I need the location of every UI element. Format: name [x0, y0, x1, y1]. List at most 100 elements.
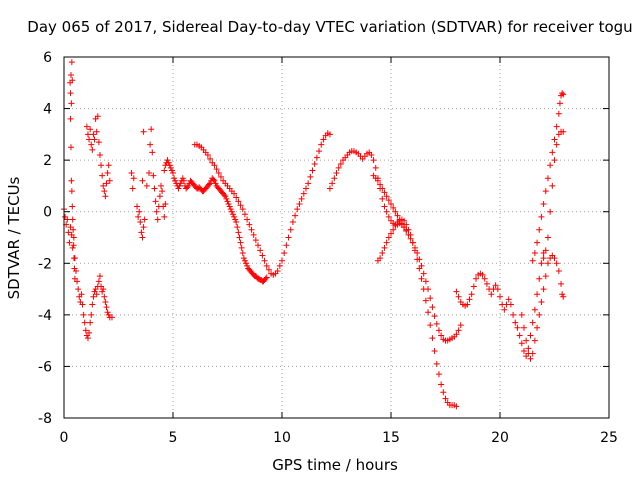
data-point — [372, 164, 379, 171]
data-point — [210, 176, 217, 183]
data-point — [69, 216, 76, 223]
data-point — [217, 173, 224, 180]
data-point — [553, 260, 560, 267]
data-point — [164, 157, 171, 164]
data-point — [66, 239, 73, 246]
data-point — [140, 224, 147, 231]
data-point — [433, 320, 440, 327]
y-tick-label: 2 — [43, 153, 52, 169]
data-point — [140, 128, 147, 135]
data-point — [542, 188, 549, 195]
data-point — [551, 157, 558, 164]
data-point — [70, 242, 77, 249]
data-point — [527, 332, 534, 339]
data-point — [438, 381, 445, 388]
data-point — [540, 200, 547, 207]
data-point — [510, 311, 517, 318]
data-point — [520, 324, 527, 331]
data-point — [152, 198, 159, 205]
data-point — [318, 141, 325, 148]
data-point — [392, 208, 399, 215]
data-point — [137, 219, 144, 226]
data-point — [534, 291, 541, 298]
data-point — [370, 157, 377, 164]
data-point — [390, 204, 397, 211]
data-point — [379, 249, 386, 256]
data-point — [466, 296, 473, 303]
data-point — [185, 182, 192, 189]
data-point — [418, 275, 425, 282]
data-point — [479, 271, 486, 278]
data-point — [244, 216, 251, 223]
data-point — [177, 180, 184, 187]
data-point — [520, 347, 527, 354]
data-point — [381, 189, 388, 196]
data-point — [470, 283, 477, 290]
data-point — [147, 141, 154, 148]
data-point — [262, 275, 269, 282]
data-point — [87, 126, 94, 133]
data-point — [170, 170, 176, 177]
data-point — [204, 151, 211, 158]
series-togu-k — [529, 90, 567, 264]
data-point — [90, 131, 97, 138]
data-point — [139, 177, 146, 184]
data-point — [103, 180, 110, 187]
data-point — [241, 257, 248, 264]
data-point — [320, 136, 327, 143]
data-point — [168, 167, 175, 174]
data-point — [84, 335, 91, 342]
data-point — [176, 182, 183, 189]
data-point — [88, 311, 95, 318]
data-point — [241, 211, 248, 218]
data-point — [81, 319, 88, 326]
data-point — [240, 255, 247, 262]
data-point — [440, 389, 447, 396]
data-point — [261, 257, 268, 264]
data-point — [225, 200, 232, 207]
data-point — [385, 234, 392, 241]
data-point — [553, 141, 560, 148]
data-point — [93, 291, 100, 298]
data-point — [383, 208, 390, 215]
data-point — [136, 208, 143, 215]
data-point — [553, 123, 560, 130]
data-point — [134, 203, 141, 210]
series-togu-f — [191, 130, 333, 278]
data-point — [531, 306, 538, 313]
data-point — [453, 403, 460, 410]
x-tick-label: 5 — [169, 430, 178, 446]
data-point — [464, 301, 471, 308]
data-point — [70, 234, 77, 241]
data-point — [374, 177, 381, 184]
data-point — [401, 217, 408, 224]
data-point — [518, 311, 525, 318]
data-point — [385, 213, 392, 220]
data-point — [483, 280, 490, 287]
data-point — [228, 208, 235, 215]
data-point — [94, 113, 101, 120]
data-point — [180, 177, 187, 184]
data-point — [455, 327, 462, 334]
data-point — [416, 265, 423, 272]
data-point — [307, 173, 314, 180]
data-point — [130, 175, 137, 182]
data-point — [69, 203, 76, 210]
data-point — [184, 184, 191, 191]
data-point — [435, 327, 442, 334]
data-point — [89, 301, 96, 308]
data-point — [211, 162, 218, 169]
data-point — [99, 172, 106, 179]
data-point — [283, 242, 290, 249]
data-point — [207, 155, 214, 162]
y-axis-label: SDTVAR / TECUs — [5, 176, 23, 299]
data-point — [68, 177, 75, 184]
data-point — [507, 301, 514, 308]
data-point — [379, 195, 386, 202]
data-point — [138, 229, 145, 236]
data-point — [68, 59, 75, 66]
data-point — [422, 297, 429, 304]
data-point — [381, 244, 388, 251]
data-point — [326, 185, 333, 192]
x-tick-label: 25 — [600, 430, 618, 446]
